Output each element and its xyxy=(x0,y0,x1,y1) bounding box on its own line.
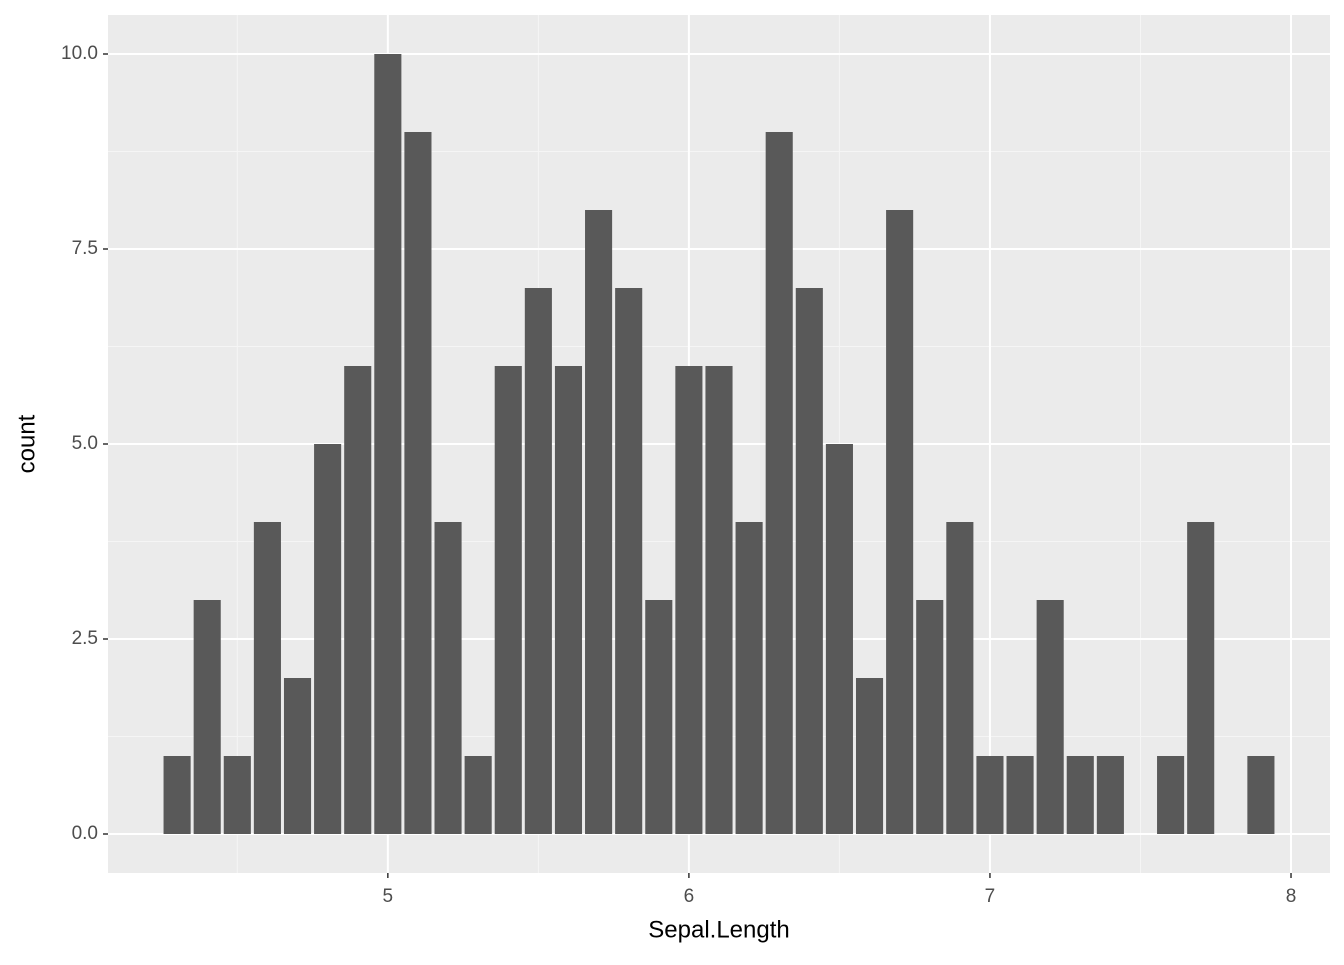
bar xyxy=(585,210,613,834)
y-tick-label: 7.5 xyxy=(72,238,98,259)
bar xyxy=(1247,756,1275,834)
bar xyxy=(886,210,914,834)
bar xyxy=(765,132,793,834)
bar xyxy=(645,600,673,834)
x-tick-label: 8 xyxy=(1286,886,1297,907)
bar xyxy=(554,366,583,834)
x-tick-label: 5 xyxy=(383,886,394,907)
bar xyxy=(464,756,492,834)
bar xyxy=(825,444,853,834)
bar xyxy=(283,678,312,834)
bar xyxy=(855,678,884,834)
bar xyxy=(253,522,281,834)
bar xyxy=(1157,756,1185,834)
bar xyxy=(524,288,552,834)
y-tick-label: 10.0 xyxy=(61,43,98,64)
bar xyxy=(374,54,402,834)
bar xyxy=(916,600,944,834)
x-axis-title: Sepal.Length xyxy=(648,916,789,943)
bar xyxy=(615,288,643,834)
y-tick-label: 2.5 xyxy=(72,628,98,649)
bar xyxy=(735,522,763,834)
bar xyxy=(404,132,432,834)
bar xyxy=(1036,600,1064,834)
bar xyxy=(434,522,462,834)
bar xyxy=(1187,522,1215,834)
x-tick-label: 7 xyxy=(985,886,996,907)
bar xyxy=(795,288,823,834)
y-tick-label: 5.0 xyxy=(72,433,98,454)
x-tick-label: 6 xyxy=(684,886,695,907)
bar xyxy=(675,366,703,834)
bar xyxy=(344,366,372,834)
bar xyxy=(193,600,221,834)
bar xyxy=(223,756,251,834)
bar xyxy=(946,522,974,834)
y-axis-title: count xyxy=(13,414,40,473)
bar xyxy=(494,366,522,834)
bar xyxy=(705,366,733,834)
y-tick-label: 0.0 xyxy=(72,823,98,844)
bar xyxy=(1066,756,1094,834)
bar xyxy=(163,756,191,834)
bar xyxy=(976,756,1004,834)
bar xyxy=(314,444,342,834)
bar xyxy=(1006,756,1034,834)
bar xyxy=(1096,756,1124,834)
